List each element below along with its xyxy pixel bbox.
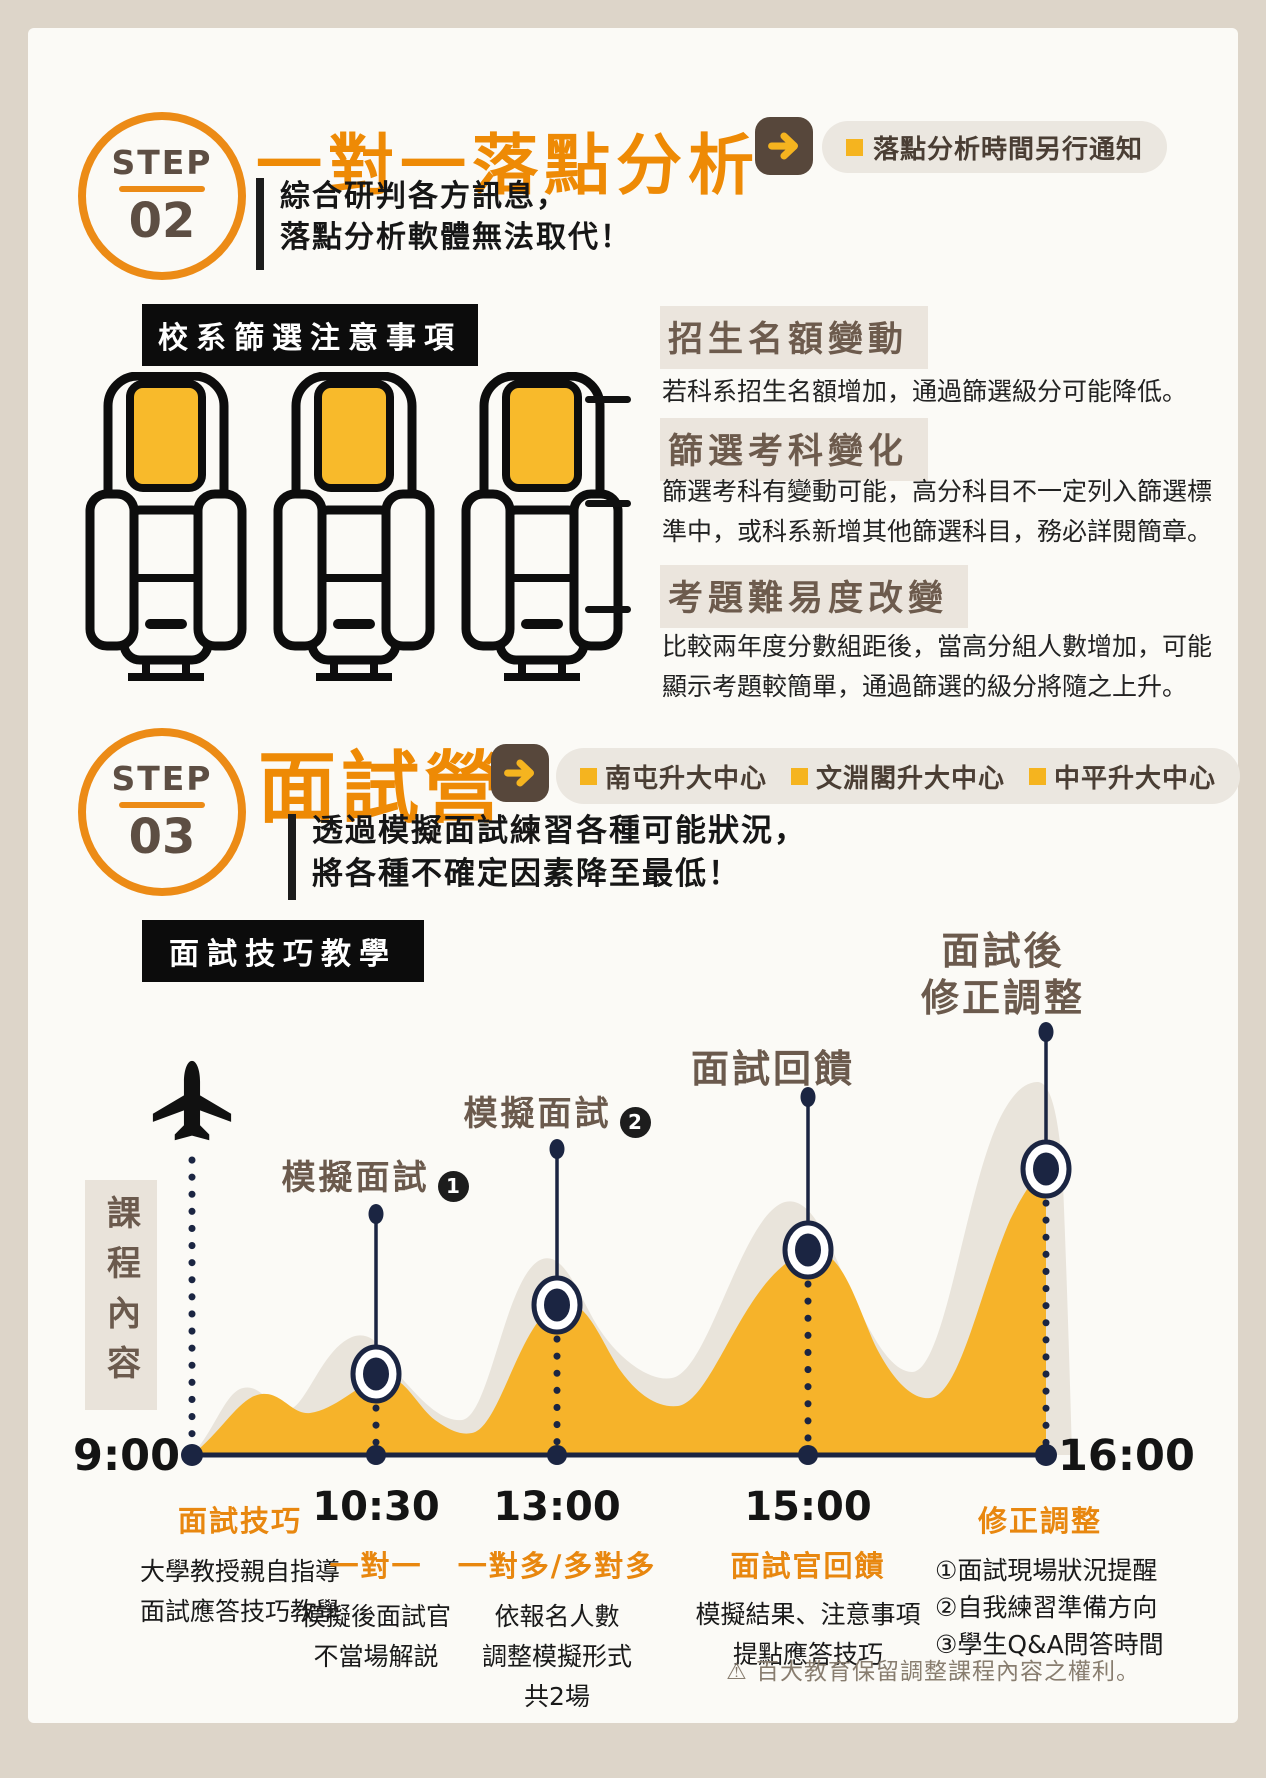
arrow-right-icon [504, 759, 535, 787]
arrow-right-icon [768, 132, 799, 160]
milestone-markers [372, 1032, 1050, 1447]
column-900: 面試技巧 大學教授親自指導 面試應答技巧教學 [139, 1504, 340, 1626]
time-label-1500: 15:00 [744, 1484, 872, 1530]
front-wave-area [192, 1170, 1046, 1455]
plane-icon [152, 1060, 232, 1141]
exam-seats-illustration [84, 372, 624, 684]
milestone-label-mock-interview-2: 模擬面試 2 [432, 1086, 682, 1138]
step-divider [119, 802, 205, 808]
quote-line: 落點分析軟體無法取代！ [280, 220, 632, 255]
item-heading-difficulty: 考題難易度改變 [660, 565, 969, 628]
arrow-right-badge [755, 117, 813, 175]
item-body-subjects: 篩選考科有變動可能，高分科目不一定列入篩選標 準中，或科系新增其他篩選科目，務必… [662, 477, 1213, 546]
y-axis-label-box: 課程內容 [85, 1180, 157, 1410]
warning-icon: ⚠ [726, 1659, 748, 1685]
item-body-quota: 若科系招生名額增加，通過篩選級分可能降低。 [662, 377, 1188, 406]
connector-dash [585, 500, 631, 507]
step-word: STEP [111, 143, 213, 182]
step-03-quote: 透過模擬面試練習各種可能狀況， 將各種不確定因素降至最低！ [312, 810, 807, 896]
milestone-top-dots [368, 1022, 1054, 1224]
quote-bar [256, 178, 264, 270]
step-word: STEP [111, 759, 213, 798]
step-02-title: 一對一落點分析 [256, 127, 760, 204]
step-number: 03 [128, 809, 196, 865]
locations-pill: 南屯升大中心 文淵閣升大中心 中平升大中心 [556, 748, 1241, 804]
milestone-label-mock-interview-1: 模擬面試 1 [250, 1150, 500, 1202]
column-1030: 一對一 模擬後面試官 不當場解説 [300, 1549, 451, 1671]
quote-line: 將各種不確定因素降至最低！ [312, 856, 741, 892]
milestone-label-feedback: 面試回饋 [690, 1047, 855, 1091]
item-heading-quota: 招生名額變動 [660, 306, 929, 369]
column-1500: 面試官回饋 模擬結果、注意事項 提點應答技巧 [695, 1549, 921, 1669]
column-1600: 修正調整 ①面試現場狀況提醒 ②自我練習準備方向 ③學生Q&A問答時間 [935, 1504, 1164, 1659]
item-body-difficulty: 比較兩年度分數組距後，當高分組人數增加，可能 顯示考題較簡單，通過篩選的級分將隨… [662, 632, 1213, 701]
bullet-square-icon [1029, 767, 1047, 785]
step-03-title: 面試營 [258, 744, 508, 834]
time-label-1030: 10:30 [312, 1484, 440, 1530]
circled-1-badge: 1 [437, 1170, 469, 1202]
arrow-right-badge [491, 744, 549, 802]
time-label-900: 9:00 [73, 1431, 180, 1481]
quote-line: 透過模擬面試練習各種可能狀況， [312, 813, 807, 849]
bullet-square-icon [791, 767, 809, 785]
disclaimer-text: 百大教育保留調整課程內容之權利。 [756, 1659, 1140, 1685]
time-label-1300: 13:00 [493, 1484, 621, 1530]
disclaimer: ⚠ 百大教育保留調整課程內容之權利。 [700, 1652, 1140, 1686]
quote-bar [288, 814, 296, 900]
circled-2-badge: 2 [619, 1106, 651, 1138]
time-label-1600: 16:00 [1058, 1431, 1195, 1481]
location-item: 文淵閣升大中心 [791, 758, 1005, 795]
location-item: 南屯升大中心 [580, 758, 767, 795]
item-heading-subjects: 篩選考科變化 [660, 418, 929, 481]
milestone-label-adjustment: 面試後 修正調整 [920, 929, 1085, 1020]
connector-dash [585, 606, 631, 613]
location-item: 中平升大中心 [1029, 758, 1216, 795]
step-02-quote: 綜合研判各方訊息， 落點分析軟體無法取代！ [280, 176, 632, 258]
step-02-badge: STEP 02 [78, 112, 246, 280]
step-divider [119, 186, 205, 192]
quote-line: 綜合研判各方訊息， [280, 179, 568, 214]
axis-dots [181, 1444, 1057, 1466]
bullet-square-icon [580, 767, 597, 785]
step-number: 02 [128, 193, 196, 249]
bullet-square-icon [846, 138, 863, 156]
milestone-donuts [350, 1139, 1072, 1404]
note-pill: 落點分析時間另行通知 [822, 121, 1168, 173]
y-axis-label: 課程內容 [100, 1195, 141, 1395]
section-title-screening: 校系篩選注意事項 [142, 304, 478, 366]
connector-dash [585, 396, 631, 403]
course-timeline-chart [152, 1022, 1072, 1466]
column-1300: 一對多/多對多 依報名人數 調整模擬形式 共2場 [457, 1549, 657, 1711]
step-03-badge: STEP 03 [78, 728, 246, 896]
section-title-interview: 面試技巧教學 [142, 920, 424, 982]
note-text: 落點分析時間另行通知 [873, 134, 1144, 165]
